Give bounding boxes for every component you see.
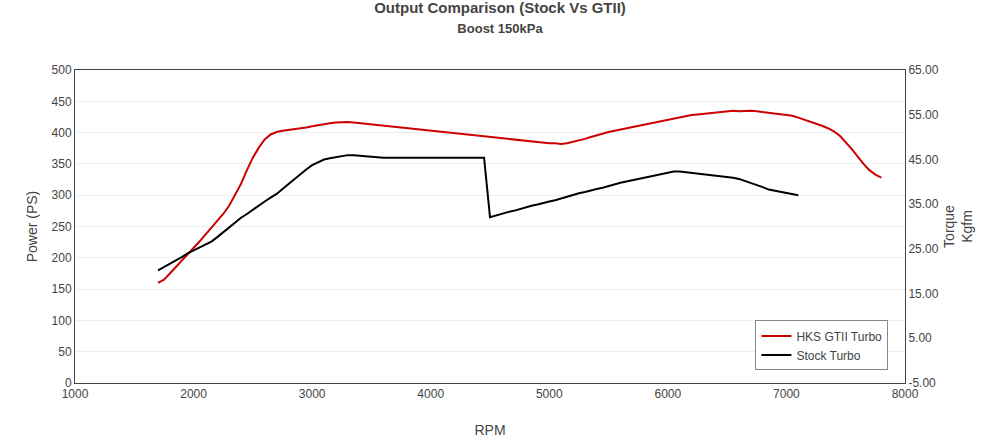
svg-text:35.00: 35.00 [908,197,938,211]
svg-text:100: 100 [52,314,72,328]
svg-text:TorqueKgfm: TorqueKgfm [941,205,975,248]
svg-text:1000: 1000 [62,387,89,401]
svg-text:0: 0 [65,376,72,390]
svg-text:500: 500 [52,63,72,77]
svg-text:Stock Turbo: Stock Turbo [796,349,860,363]
svg-text:15.00: 15.00 [908,287,938,301]
svg-text:350: 350 [52,157,72,171]
svg-text:300: 300 [52,188,72,202]
svg-text:65.00: 65.00 [908,63,938,77]
svg-text:50: 50 [58,345,72,359]
svg-text:400: 400 [52,126,72,140]
svg-text:250: 250 [52,220,72,234]
svg-text:RPM: RPM [474,422,505,438]
svg-text:150: 150 [52,282,72,296]
svg-text:6000: 6000 [655,387,682,401]
svg-text:-5.00: -5.00 [908,376,936,390]
svg-text:Output Comparison (Stock Vs GT: Output Comparison (Stock Vs GTII)Boost 1… [374,0,626,36]
svg-text:450: 450 [52,95,72,109]
svg-text:25.00: 25.00 [908,242,938,256]
svg-text:3000: 3000 [299,387,326,401]
svg-text:45.00: 45.00 [908,153,938,167]
svg-text:5.00: 5.00 [908,331,932,345]
svg-text:4000: 4000 [417,387,444,401]
svg-text:8000: 8000 [892,387,919,401]
svg-text:7000: 7000 [773,387,800,401]
svg-text:5000: 5000 [536,387,563,401]
svg-text:HKS GTII Turbo: HKS GTII Turbo [796,330,882,344]
svg-text:Power (PS): Power (PS) [24,191,40,263]
svg-text:2000: 2000 [180,387,207,401]
svg-text:200: 200 [52,251,72,265]
svg-text:55.00: 55.00 [908,108,938,122]
